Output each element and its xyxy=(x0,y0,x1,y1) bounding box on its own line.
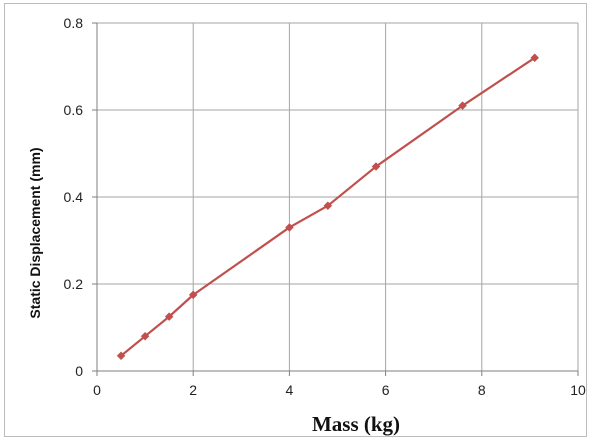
data-point-marker xyxy=(458,101,467,111)
x-tick-label: 4 xyxy=(286,382,294,398)
axes xyxy=(92,22,579,376)
y-tick-label: 0.4 xyxy=(64,189,84,205)
x-tick-label: 6 xyxy=(382,382,390,398)
x-tick-label: 10 xyxy=(570,382,586,398)
y-tick-labels: 0 0.2 0.4 0.6 0.8 xyxy=(64,15,84,379)
x-tick-labels: 0 2 4 6 8 10 xyxy=(93,382,586,398)
chart-frame xyxy=(4,3,587,437)
x-tick-label: 2 xyxy=(189,382,197,398)
x-tick-label: 8 xyxy=(478,382,486,398)
y-axis-label: Static Displacement (mm) xyxy=(27,147,43,318)
y-tick-label: 0.6 xyxy=(64,102,84,118)
y-tick-label: 0 xyxy=(75,363,83,379)
data-point-marker xyxy=(164,312,174,321)
x-axis-label: Mass (kg) xyxy=(312,412,400,436)
y-tick-label: 0.2 xyxy=(64,276,84,292)
data-point-marker xyxy=(323,201,333,211)
series-group xyxy=(116,53,540,361)
data-point-marker xyxy=(371,162,381,171)
y-tick-label: 0.8 xyxy=(64,15,84,31)
data-point-marker xyxy=(188,290,198,300)
data-point-marker xyxy=(140,331,150,341)
grid-lines xyxy=(97,22,579,371)
data-point-marker xyxy=(285,223,294,232)
data-point-marker xyxy=(530,53,540,63)
x-tick-label: 0 xyxy=(93,382,101,398)
data-point-marker xyxy=(116,351,126,361)
